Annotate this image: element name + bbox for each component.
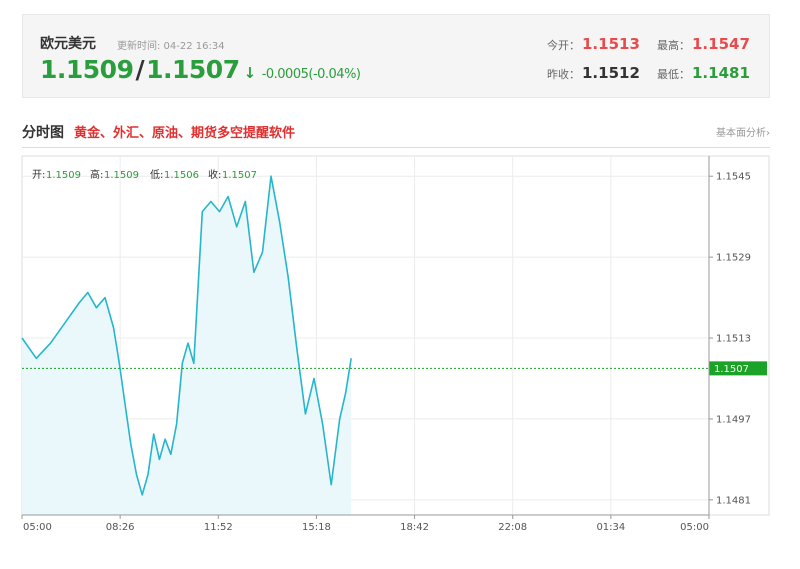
x-tick-label: 22:08 — [498, 522, 527, 533]
stat-open-label: 今开： — [547, 39, 580, 52]
x-tick-label: 11:52 — [204, 522, 233, 533]
stat-high-label: 最高： — [657, 39, 690, 52]
current-price-tag-bg — [709, 361, 767, 376]
stat-high: 最高： 1.1547 — [657, 35, 750, 53]
y-tick-label: 1.1481 — [716, 495, 751, 506]
stat-low-value: 1.1481 — [692, 64, 750, 82]
ohlc-high-label: 高: — [90, 168, 103, 181]
update-time: 更新时间: 04-22 16:34 — [117, 41, 225, 52]
ask-price: 1.1507 — [146, 55, 240, 84]
ohlc-open-value: 1.1509 — [46, 170, 81, 181]
section-title: 分时图 — [22, 125, 64, 141]
ohlc-close-value: 1.1507 — [222, 170, 257, 181]
stat-open-value: 1.1513 — [582, 35, 640, 53]
ohlc-readout: 开: 1.1509 高: 1.1509 低: 1.1506 收: 1.1507 — [32, 168, 257, 181]
price-display: 1.1509/1.1507 ↓ -0.0005(-0.04%) — [40, 55, 361, 84]
intraday-chart[interactable]: 1.1507 1.1545 1.1529 1.1513 1.1497 1.1481 05… — [0, 150, 800, 540]
current-price-tag: 1.1507 — [709, 361, 767, 376]
stat-prev-close: 昨收： 1.1512 — [547, 64, 640, 82]
x-tick-label: 18:42 — [400, 522, 429, 533]
alert-software-link[interactable]: 黄金、外汇、原油、期货多空提醒软件 — [74, 126, 296, 141]
price-change: -0.0005(-0.04%) — [261, 67, 361, 82]
ohlc-open-label: 开: — [32, 170, 45, 181]
stat-prev-close-label: 昨收： — [547, 68, 580, 81]
ohlc-close-label: 收: — [208, 168, 221, 181]
ohlc-low-label: 低: — [150, 168, 163, 181]
stat-prev-close-value: 1.1512 — [582, 64, 640, 82]
price-line — [21, 175, 352, 496]
x-tick-label: 05:00 — [680, 522, 709, 533]
pair-name: 欧元美元 — [40, 36, 96, 52]
quote-panel: 欧元美元 更新时间: 04-22 16:34 1.1509/1.1507 ↓ -0.… — [22, 14, 770, 98]
chart-frame — [21, 155, 770, 516]
y-tick-label: 1.1513 — [716, 334, 751, 345]
current-price-tag-text: 1.1507 — [714, 364, 749, 375]
stat-low: 最低： 1.1481 — [657, 64, 750, 82]
x-tick-label: 15:18 — [302, 522, 331, 533]
y-tick-label: 1.1529 — [716, 253, 751, 264]
price-area-fill — [22, 176, 352, 515]
bid-price: 1.1509 — [40, 55, 134, 84]
ohlc-high-value: 1.1509 — [104, 170, 139, 181]
stat-low-label: 最低： — [657, 68, 690, 81]
x-axis: 05:00 08:26 11:52 15:18 18:42 22:08 01:34 05:00 — [21, 514, 710, 533]
x-tick-label: 01:34 — [596, 522, 625, 533]
down-arrow-icon: ↓ — [243, 64, 257, 82]
ohlc-low-value: 1.1506 — [164, 170, 199, 181]
price-separator: / — [135, 55, 145, 84]
y-axis: 1.1545 1.1529 1.1513 1.1497 1.1481 — [708, 156, 751, 515]
fundamental-analysis-link[interactable]: 基本面分析› — [716, 128, 770, 139]
y-tick-label: 1.1497 — [716, 414, 751, 425]
section-header: 分时图 黄金、外汇、原油、期货多空提醒软件 基本面分析› — [22, 120, 770, 148]
x-tick-label: 05:00 — [23, 522, 52, 533]
x-tick-label: 08:26 — [106, 522, 135, 533]
stat-high-value: 1.1547 — [692, 35, 750, 53]
stat-open: 今开： 1.1513 — [547, 35, 640, 53]
y-tick-label: 1.1545 — [716, 172, 751, 183]
